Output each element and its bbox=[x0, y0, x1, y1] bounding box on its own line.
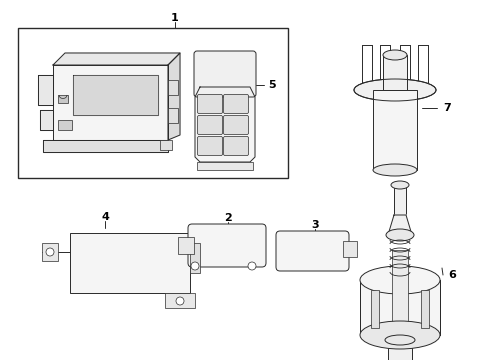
FancyBboxPatch shape bbox=[188, 224, 266, 267]
Bar bbox=[58, 95, 68, 103]
Bar bbox=[58, 120, 72, 130]
Circle shape bbox=[176, 297, 184, 305]
Polygon shape bbox=[53, 53, 180, 65]
Bar bbox=[178, 237, 194, 254]
Text: 5: 5 bbox=[268, 80, 276, 90]
Text: 2: 2 bbox=[224, 213, 232, 223]
Bar bbox=[168, 108, 178, 123]
Circle shape bbox=[191, 262, 199, 270]
Bar bbox=[165, 293, 195, 308]
Ellipse shape bbox=[360, 266, 440, 294]
Ellipse shape bbox=[383, 50, 407, 60]
Bar bbox=[421, 290, 429, 328]
Text: 3: 3 bbox=[311, 220, 319, 230]
Bar bbox=[392, 250, 408, 340]
Circle shape bbox=[46, 248, 54, 256]
Text: 6: 6 bbox=[448, 270, 456, 280]
FancyBboxPatch shape bbox=[223, 136, 248, 156]
Ellipse shape bbox=[373, 164, 417, 176]
Bar bbox=[394, 185, 406, 215]
Bar bbox=[343, 242, 357, 257]
Bar bbox=[388, 340, 412, 360]
Bar bbox=[197, 162, 253, 170]
Circle shape bbox=[248, 262, 256, 270]
FancyBboxPatch shape bbox=[194, 51, 256, 97]
Bar bbox=[168, 80, 178, 95]
Bar bbox=[371, 290, 379, 328]
Polygon shape bbox=[53, 65, 168, 140]
Polygon shape bbox=[168, 53, 180, 140]
FancyBboxPatch shape bbox=[276, 231, 349, 271]
Bar bbox=[383, 55, 407, 90]
Polygon shape bbox=[43, 140, 168, 152]
Ellipse shape bbox=[391, 181, 409, 189]
Bar bbox=[190, 243, 200, 273]
FancyBboxPatch shape bbox=[197, 136, 222, 156]
Text: 1: 1 bbox=[171, 13, 179, 23]
Bar bbox=[42, 243, 58, 261]
Polygon shape bbox=[38, 75, 53, 105]
Ellipse shape bbox=[360, 266, 440, 294]
Ellipse shape bbox=[386, 229, 414, 241]
Bar bbox=[160, 140, 172, 150]
FancyBboxPatch shape bbox=[197, 116, 222, 135]
Ellipse shape bbox=[354, 79, 436, 101]
FancyBboxPatch shape bbox=[223, 116, 248, 135]
Polygon shape bbox=[40, 110, 53, 130]
Polygon shape bbox=[73, 75, 158, 115]
Text: 7: 7 bbox=[443, 103, 451, 113]
Ellipse shape bbox=[360, 321, 440, 349]
Text: 4: 4 bbox=[101, 212, 109, 222]
Bar bbox=[18, 28, 288, 178]
Polygon shape bbox=[388, 215, 412, 235]
Bar bbox=[70, 233, 190, 293]
Bar bbox=[360, 280, 440, 335]
FancyBboxPatch shape bbox=[223, 95, 248, 113]
Bar bbox=[373, 90, 417, 170]
Ellipse shape bbox=[385, 335, 415, 345]
FancyBboxPatch shape bbox=[197, 95, 222, 113]
Polygon shape bbox=[195, 87, 255, 162]
